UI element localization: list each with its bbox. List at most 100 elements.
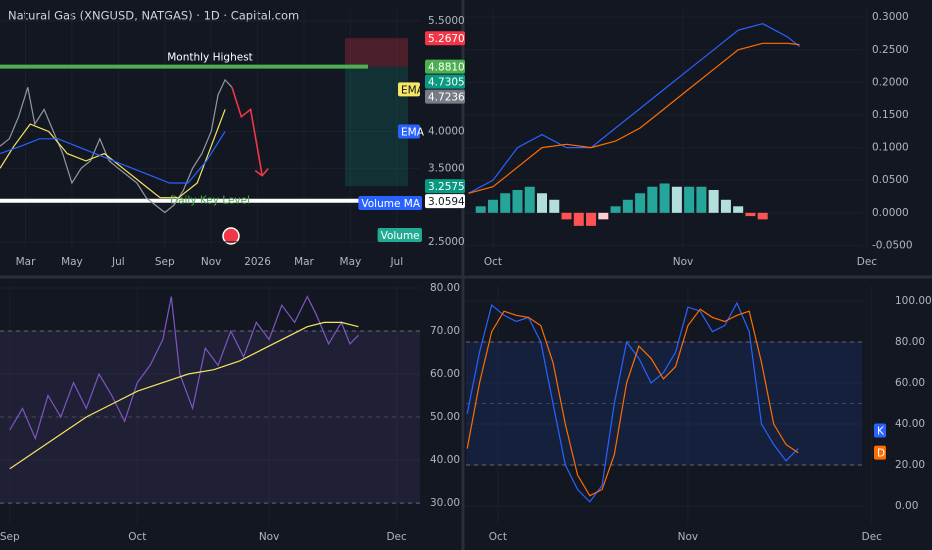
series-line — [0, 131, 226, 184]
histogram-bar — [573, 212, 584, 226]
x-tick-label: 2026 — [244, 256, 271, 268]
price-tag — [425, 59, 465, 74]
price-tag — [425, 194, 465, 209]
histogram-bar — [598, 212, 609, 220]
y-tick-label: 0.2500 — [872, 44, 909, 56]
level-label: Daily Key Level — [170, 195, 250, 207]
x-tick-label: Dec — [862, 531, 883, 543]
series-line — [466, 301, 799, 503]
x-tick-label: Oct — [484, 256, 502, 268]
x-tick-label: Sep — [0, 531, 20, 543]
histogram-bar — [696, 186, 707, 213]
histogram-bar — [720, 199, 731, 213]
price-tag — [425, 89, 465, 104]
series-line — [468, 23, 800, 194]
x-tick-label: Nov — [201, 256, 222, 268]
price-tag-label: 3.0594 — [428, 196, 465, 208]
y-tick-label: 0.3000 — [872, 11, 909, 23]
histogram-bar — [684, 186, 695, 213]
x-tick-label: Mar — [16, 256, 36, 268]
histogram-bar — [622, 199, 633, 213]
histogram-bar — [561, 212, 572, 220]
y-tick-label: 0.0500 — [872, 174, 909, 186]
price-tag — [425, 179, 465, 194]
price-tag-label: 3.2575 — [428, 181, 465, 193]
series-line — [468, 42, 800, 194]
histogram-bar — [659, 183, 670, 213]
y-tick-label: 40.00 — [895, 418, 925, 430]
histogram-bar — [537, 193, 548, 213]
y-tick-label: -0.0500 — [872, 239, 913, 251]
y-tick-label: 0.1000 — [872, 142, 909, 154]
chart-title: Natural Gas (XNGUSD, NATGAS) · 1D · Capi… — [8, 9, 299, 23]
y-tick-label: 60.00 — [430, 368, 460, 380]
x-tick-label: Nov — [673, 256, 694, 268]
price-tag-label: 4.7236 — [428, 92, 465, 104]
y-tick-label: 0.00 — [895, 500, 918, 512]
series-line — [9, 295, 359, 441]
series-tag — [874, 423, 886, 438]
x-tick-label: Nov — [678, 531, 699, 543]
histogram-bar — [500, 193, 511, 213]
x-tick-label: Dec — [386, 531, 407, 543]
axis-tag-label: Volume MA — [361, 198, 420, 210]
histogram-bar — [745, 212, 756, 217]
y-tick-label: 0.2000 — [872, 76, 909, 88]
x-tick-label: Nov — [259, 531, 280, 543]
series-tag-label: EMA — [401, 126, 425, 138]
histogram-bar — [757, 212, 768, 220]
histogram-bar — [671, 186, 682, 213]
x-tick-label: Jul — [389, 256, 403, 268]
target-zone — [345, 66, 408, 187]
y-tick-label: 80.00 — [430, 282, 460, 294]
y-tick-label: 5.5000 — [428, 15, 465, 27]
y-tick-label: 50.00 — [430, 411, 460, 423]
series-tag-label: K — [877, 426, 885, 438]
price-tag-label: 5.2670 — [428, 33, 465, 45]
band-fill — [466, 341, 862, 465]
stop-zone — [345, 38, 408, 67]
series-tag — [874, 445, 886, 460]
x-tick-label: May — [340, 256, 362, 268]
x-tick-label: May — [61, 256, 83, 268]
y-tick-label: 70.00 — [430, 325, 460, 337]
y-tick-label: 30.00 — [430, 497, 460, 509]
histogram-bar — [708, 190, 719, 213]
y-tick-label: 2.5000 — [428, 236, 465, 248]
x-tick-label: Jul — [111, 256, 125, 268]
y-tick-label: 40.00 — [430, 454, 460, 466]
histogram-bar — [549, 199, 560, 213]
axis-tag-label: Volume — [381, 230, 420, 242]
series-line — [231, 87, 263, 176]
x-tick-label: Sep — [155, 256, 175, 268]
y-tick-label: 60.00 — [895, 377, 925, 389]
price-tag-label: 4.7305 — [428, 77, 465, 89]
series-tag — [398, 82, 420, 97]
level-label: Monthly Highest — [167, 52, 253, 64]
x-tick-label: Oct — [128, 531, 146, 543]
y-tick-label: 0.1500 — [872, 109, 909, 121]
histogram-bar — [487, 199, 498, 213]
series-line — [0, 78, 233, 214]
x-tick-label: Dec — [857, 256, 878, 268]
histogram-bar — [733, 206, 744, 213]
histogram-bar — [647, 186, 658, 213]
y-tick-label: 20.00 — [895, 459, 925, 471]
price-tag — [425, 31, 465, 46]
series-line — [9, 321, 359, 470]
histogram-bar — [475, 206, 486, 213]
event-flag[interactable] — [222, 227, 240, 245]
arrow-head — [254, 168, 269, 177]
histogram-bar — [586, 212, 597, 226]
series-tag — [398, 124, 420, 139]
series-line — [466, 308, 799, 497]
x-tick-label: Mar — [294, 256, 314, 268]
y-tick-label: 3.5000 — [428, 162, 465, 174]
axis-tag — [377, 228, 422, 242]
y-tick-label: 0.0000 — [872, 207, 909, 219]
price-tag — [425, 74, 465, 89]
y-tick-label: 80.00 — [895, 336, 925, 348]
x-tick-label: Oct — [489, 531, 507, 543]
